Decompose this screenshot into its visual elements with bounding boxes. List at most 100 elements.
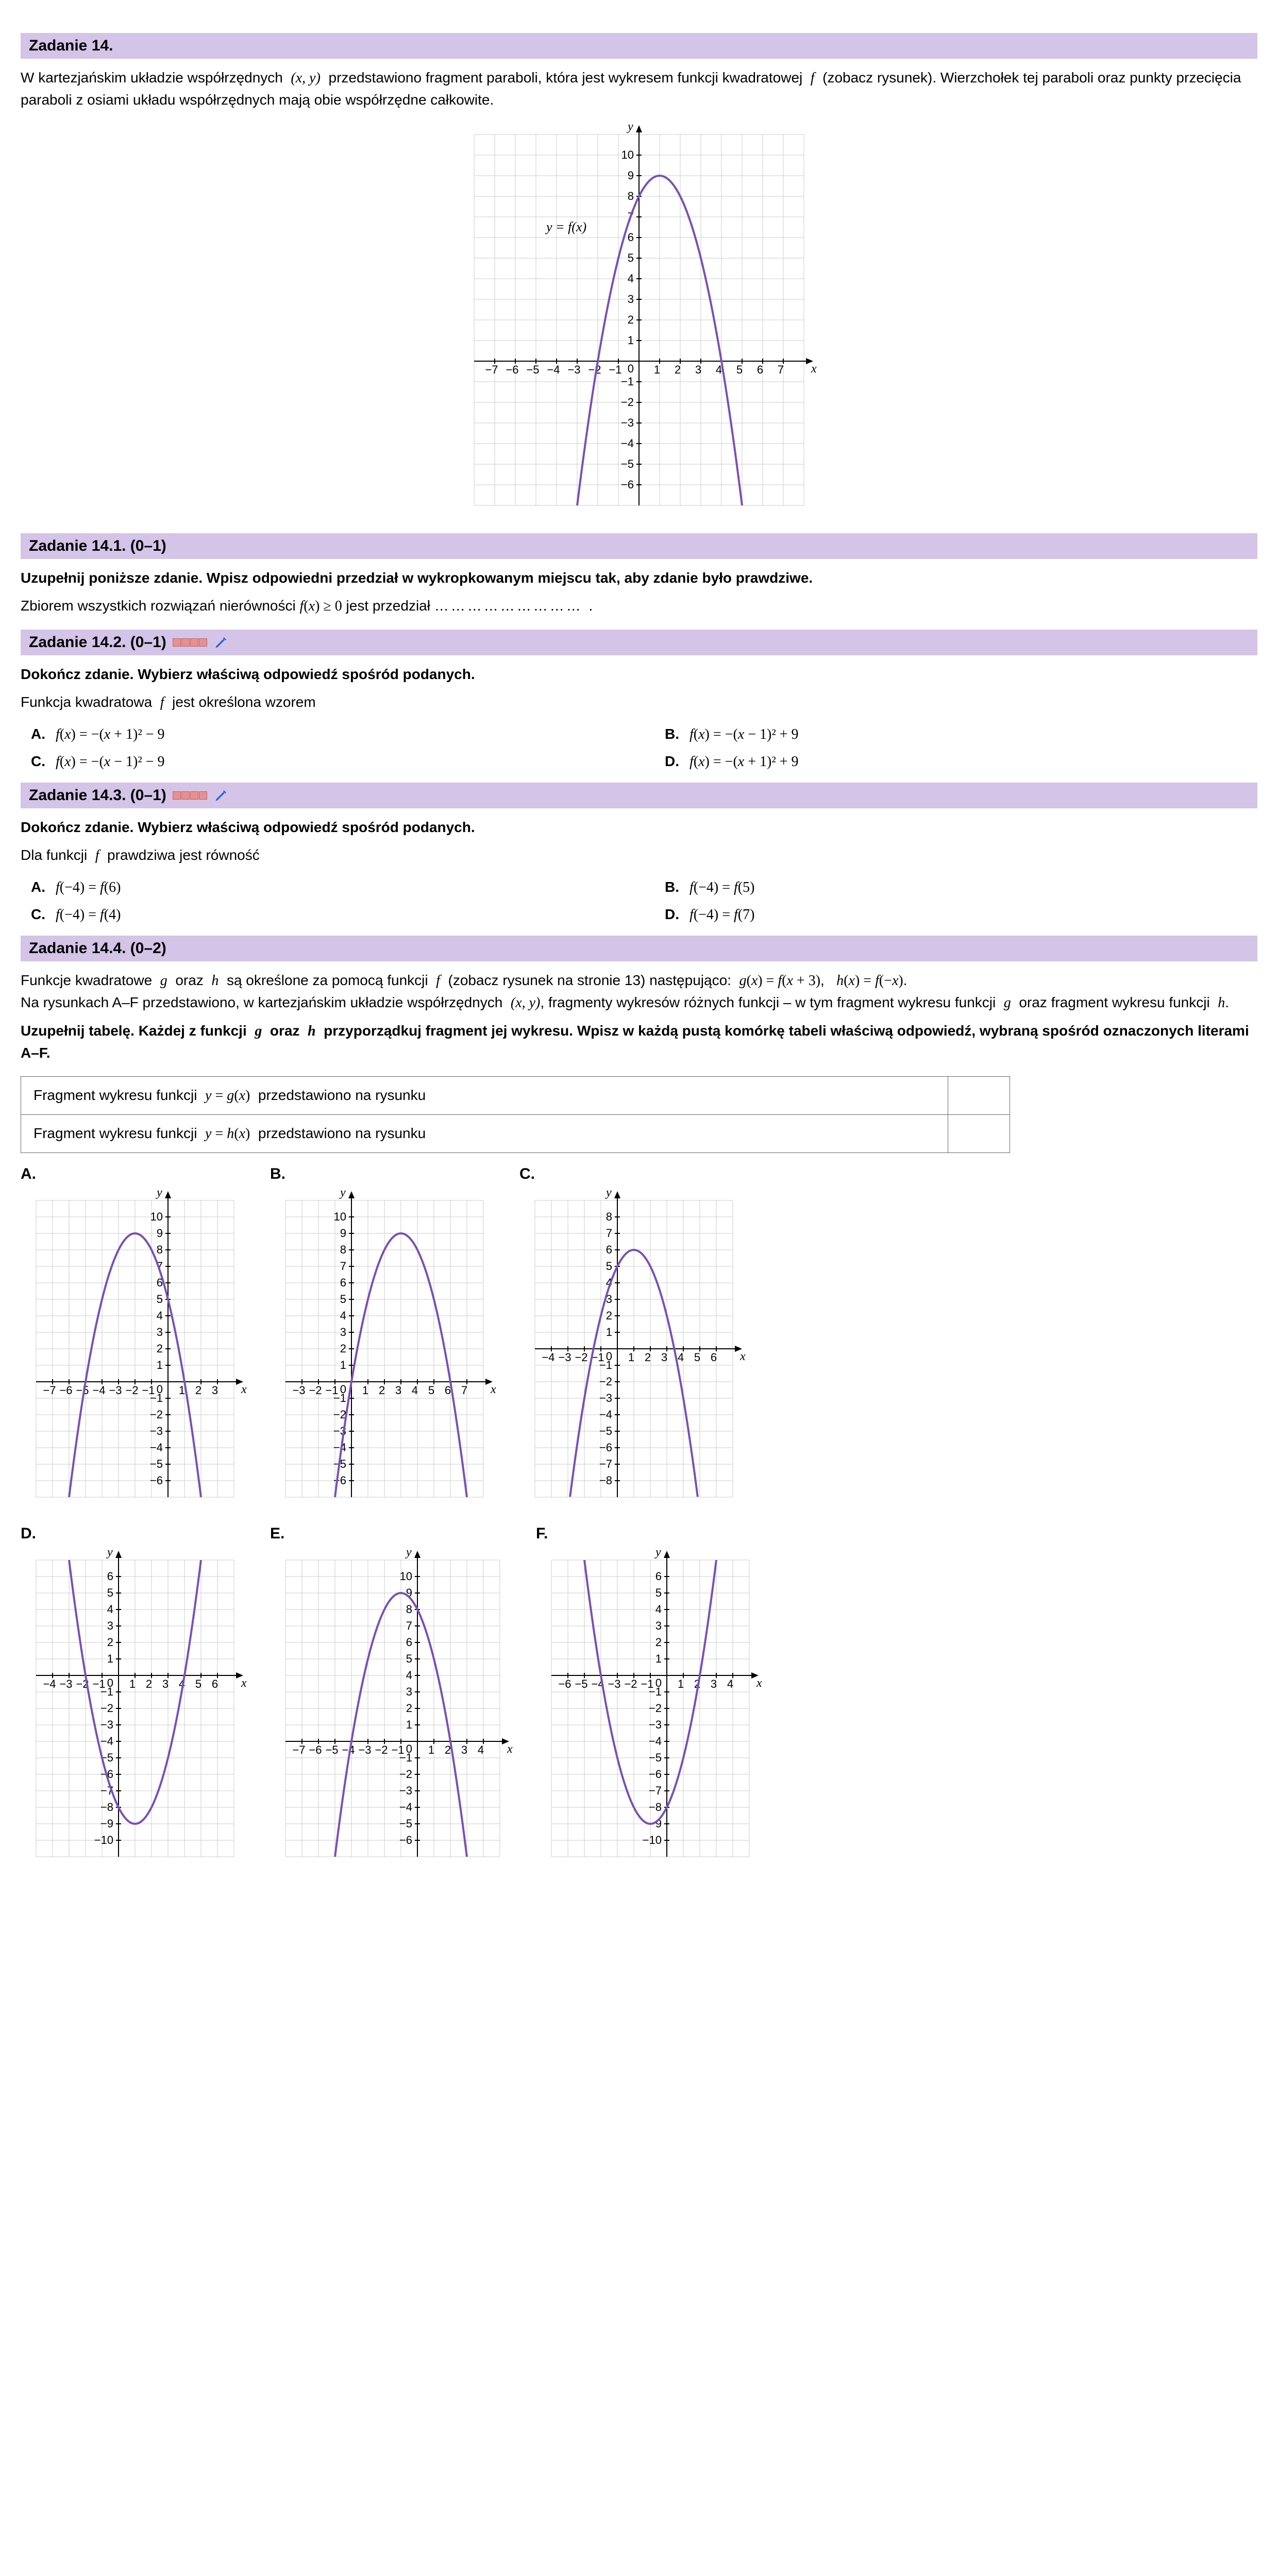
option-14-3-b[interactable]: B.f(−4) = f(5)	[665, 879, 1257, 896]
option-14-2-d[interactable]: D.f(x) = −(x + 1)² + 9	[665, 753, 1257, 770]
svg-text:6: 6	[655, 1570, 662, 1583]
svg-text:1: 1	[628, 334, 634, 347]
svg-text:x: x	[241, 1383, 247, 1396]
chart-b: x y−3−2−11234567−6−5−4−3−2−1123456789100	[270, 1185, 499, 1513]
svg-text:0: 0	[628, 362, 634, 375]
svg-text:y = f(x): y = f(x)	[545, 219, 586, 234]
svg-text:6: 6	[606, 1243, 612, 1256]
svg-text:x: x	[811, 362, 817, 376]
svg-text:4: 4	[727, 1677, 733, 1690]
svg-text:−5: −5	[649, 1751, 662, 1764]
chart-label-a: A.	[21, 1165, 249, 1183]
svg-text:−2: −2	[649, 1702, 662, 1715]
svg-text:7: 7	[461, 1384, 467, 1397]
svg-text:−6: −6	[150, 1474, 163, 1487]
svg-text:4: 4	[655, 1603, 662, 1616]
task-14-1-sentence: Zbiorem wszystkich rozwiązań nierówności…	[21, 595, 1257, 617]
svg-text:y: y	[156, 1186, 162, 1199]
svg-text:6: 6	[628, 231, 634, 244]
svg-text:−2: −2	[575, 1351, 587, 1364]
svg-text:4: 4	[678, 1351, 684, 1364]
task-14-3-header: Zadanie 14.3. (0–1)	[21, 783, 1257, 808]
option-14-2-a[interactable]: A.f(x) = −(x + 1)² − 9	[31, 726, 624, 743]
svg-text:−8: −8	[100, 1801, 113, 1814]
svg-text:−5: −5	[526, 363, 539, 376]
svg-text:6: 6	[406, 1636, 412, 1649]
svg-text:1: 1	[628, 1351, 634, 1364]
svg-text:3: 3	[655, 1619, 662, 1632]
svg-text:−6: −6	[558, 1677, 571, 1690]
option-14-2-c[interactable]: C.f(x) = −(x − 1)² − 9	[31, 753, 624, 770]
task-14-4-intro: Funkcje kwadratowe g oraz h są określone…	[21, 970, 1257, 1014]
svg-text:5: 5	[406, 1652, 412, 1665]
option-14-3-d[interactable]: D.f(−4) = f(7)	[665, 906, 1257, 923]
svg-text:−4: −4	[547, 363, 560, 376]
svg-text:−3: −3	[558, 1351, 571, 1364]
task-14-2-header: Zadanie 14.2. (0–1)	[21, 630, 1257, 655]
task-14-intro: W kartezjańskim układzie współrzędnych (…	[21, 67, 1257, 111]
svg-text:3: 3	[461, 1743, 467, 1756]
svg-text:2: 2	[157, 1342, 163, 1355]
svg-text:−5: −5	[325, 1743, 338, 1756]
svg-text:−5: −5	[621, 457, 634, 470]
svg-text:−7: −7	[649, 1784, 662, 1797]
svg-text:3: 3	[661, 1351, 667, 1364]
svg-text:2: 2	[655, 1636, 662, 1649]
svg-text:−3: −3	[292, 1384, 305, 1397]
svg-text:−2: −2	[621, 396, 634, 409]
svg-text:6: 6	[212, 1677, 218, 1690]
svg-text:−4: −4	[649, 1735, 662, 1748]
svg-text:x: x	[490, 1383, 496, 1396]
chart-label-e: E.	[270, 1525, 515, 1543]
option-14-3-a[interactable]: A.f(−4) = f(6)	[31, 879, 624, 896]
svg-text:1: 1	[340, 1359, 346, 1371]
svg-text:−8: −8	[649, 1801, 662, 1814]
svg-text:0: 0	[606, 1350, 612, 1363]
svg-text:3: 3	[107, 1619, 113, 1632]
svg-text:−1: −1	[621, 375, 634, 388]
svg-text:5: 5	[340, 1293, 346, 1306]
svg-text:−8: −8	[599, 1474, 612, 1487]
svg-text:−10: −10	[94, 1834, 113, 1846]
svg-text:5: 5	[655, 1586, 662, 1599]
svg-text:x: x	[507, 1742, 513, 1756]
blank-interval[interactable]: ……………………… .	[434, 598, 595, 614]
svg-text:−2: −2	[125, 1384, 138, 1397]
svg-text:3: 3	[157, 1326, 163, 1338]
svg-text:y: y	[405, 1546, 412, 1559]
chart-c: x y−4−3−2−1123456−8−7−6−5−4−3−2−11234567…	[519, 1185, 748, 1513]
match-row-h-label: Fragment wykresu funkcji y = h(x) przeds…	[21, 1115, 948, 1153]
svg-text:9: 9	[340, 1227, 346, 1240]
table-row: Fragment wykresu funkcji y = g(x) przeds…	[21, 1077, 1010, 1115]
svg-text:4: 4	[478, 1743, 484, 1756]
svg-text:−3: −3	[100, 1718, 113, 1731]
svg-text:−2: −2	[333, 1408, 346, 1421]
pen-icon	[214, 788, 228, 803]
svg-text:6: 6	[711, 1351, 717, 1364]
svg-text:−6: −6	[399, 1834, 412, 1846]
chart-label-f: F.	[536, 1525, 765, 1543]
svg-text:x: x	[241, 1676, 247, 1690]
svg-text:2: 2	[146, 1677, 152, 1690]
svg-text:5: 5	[736, 363, 743, 376]
svg-text:x: x	[739, 1350, 746, 1363]
svg-text:−2: −2	[100, 1702, 113, 1715]
svg-text:1: 1	[406, 1718, 412, 1731]
option-14-2-b[interactable]: B.f(x) = −(x − 1)² + 9	[665, 726, 1257, 743]
svg-text:6: 6	[340, 1276, 346, 1289]
match-answer-g[interactable]	[948, 1077, 1010, 1115]
option-14-3-c[interactable]: C.f(−4) = f(4)	[31, 906, 624, 923]
svg-text:1: 1	[654, 363, 660, 376]
svg-text:8: 8	[628, 190, 634, 202]
task-14-4-header: Zadanie 14.4. (0–2)	[21, 936, 1257, 961]
svg-text:1: 1	[655, 1652, 662, 1665]
match-answer-h[interactable]	[948, 1115, 1010, 1153]
svg-text:−5: −5	[575, 1677, 587, 1690]
chart-a: x y−7−6−5−4−3−2−1123−6−5−4−3−2−112345678…	[21, 1185, 249, 1513]
svg-text:7: 7	[606, 1227, 612, 1240]
svg-text:2: 2	[675, 363, 681, 376]
svg-text:−2: −2	[375, 1743, 388, 1756]
svg-text:3: 3	[711, 1677, 717, 1690]
svg-text:1: 1	[107, 1652, 113, 1665]
svg-text:3: 3	[340, 1326, 346, 1338]
